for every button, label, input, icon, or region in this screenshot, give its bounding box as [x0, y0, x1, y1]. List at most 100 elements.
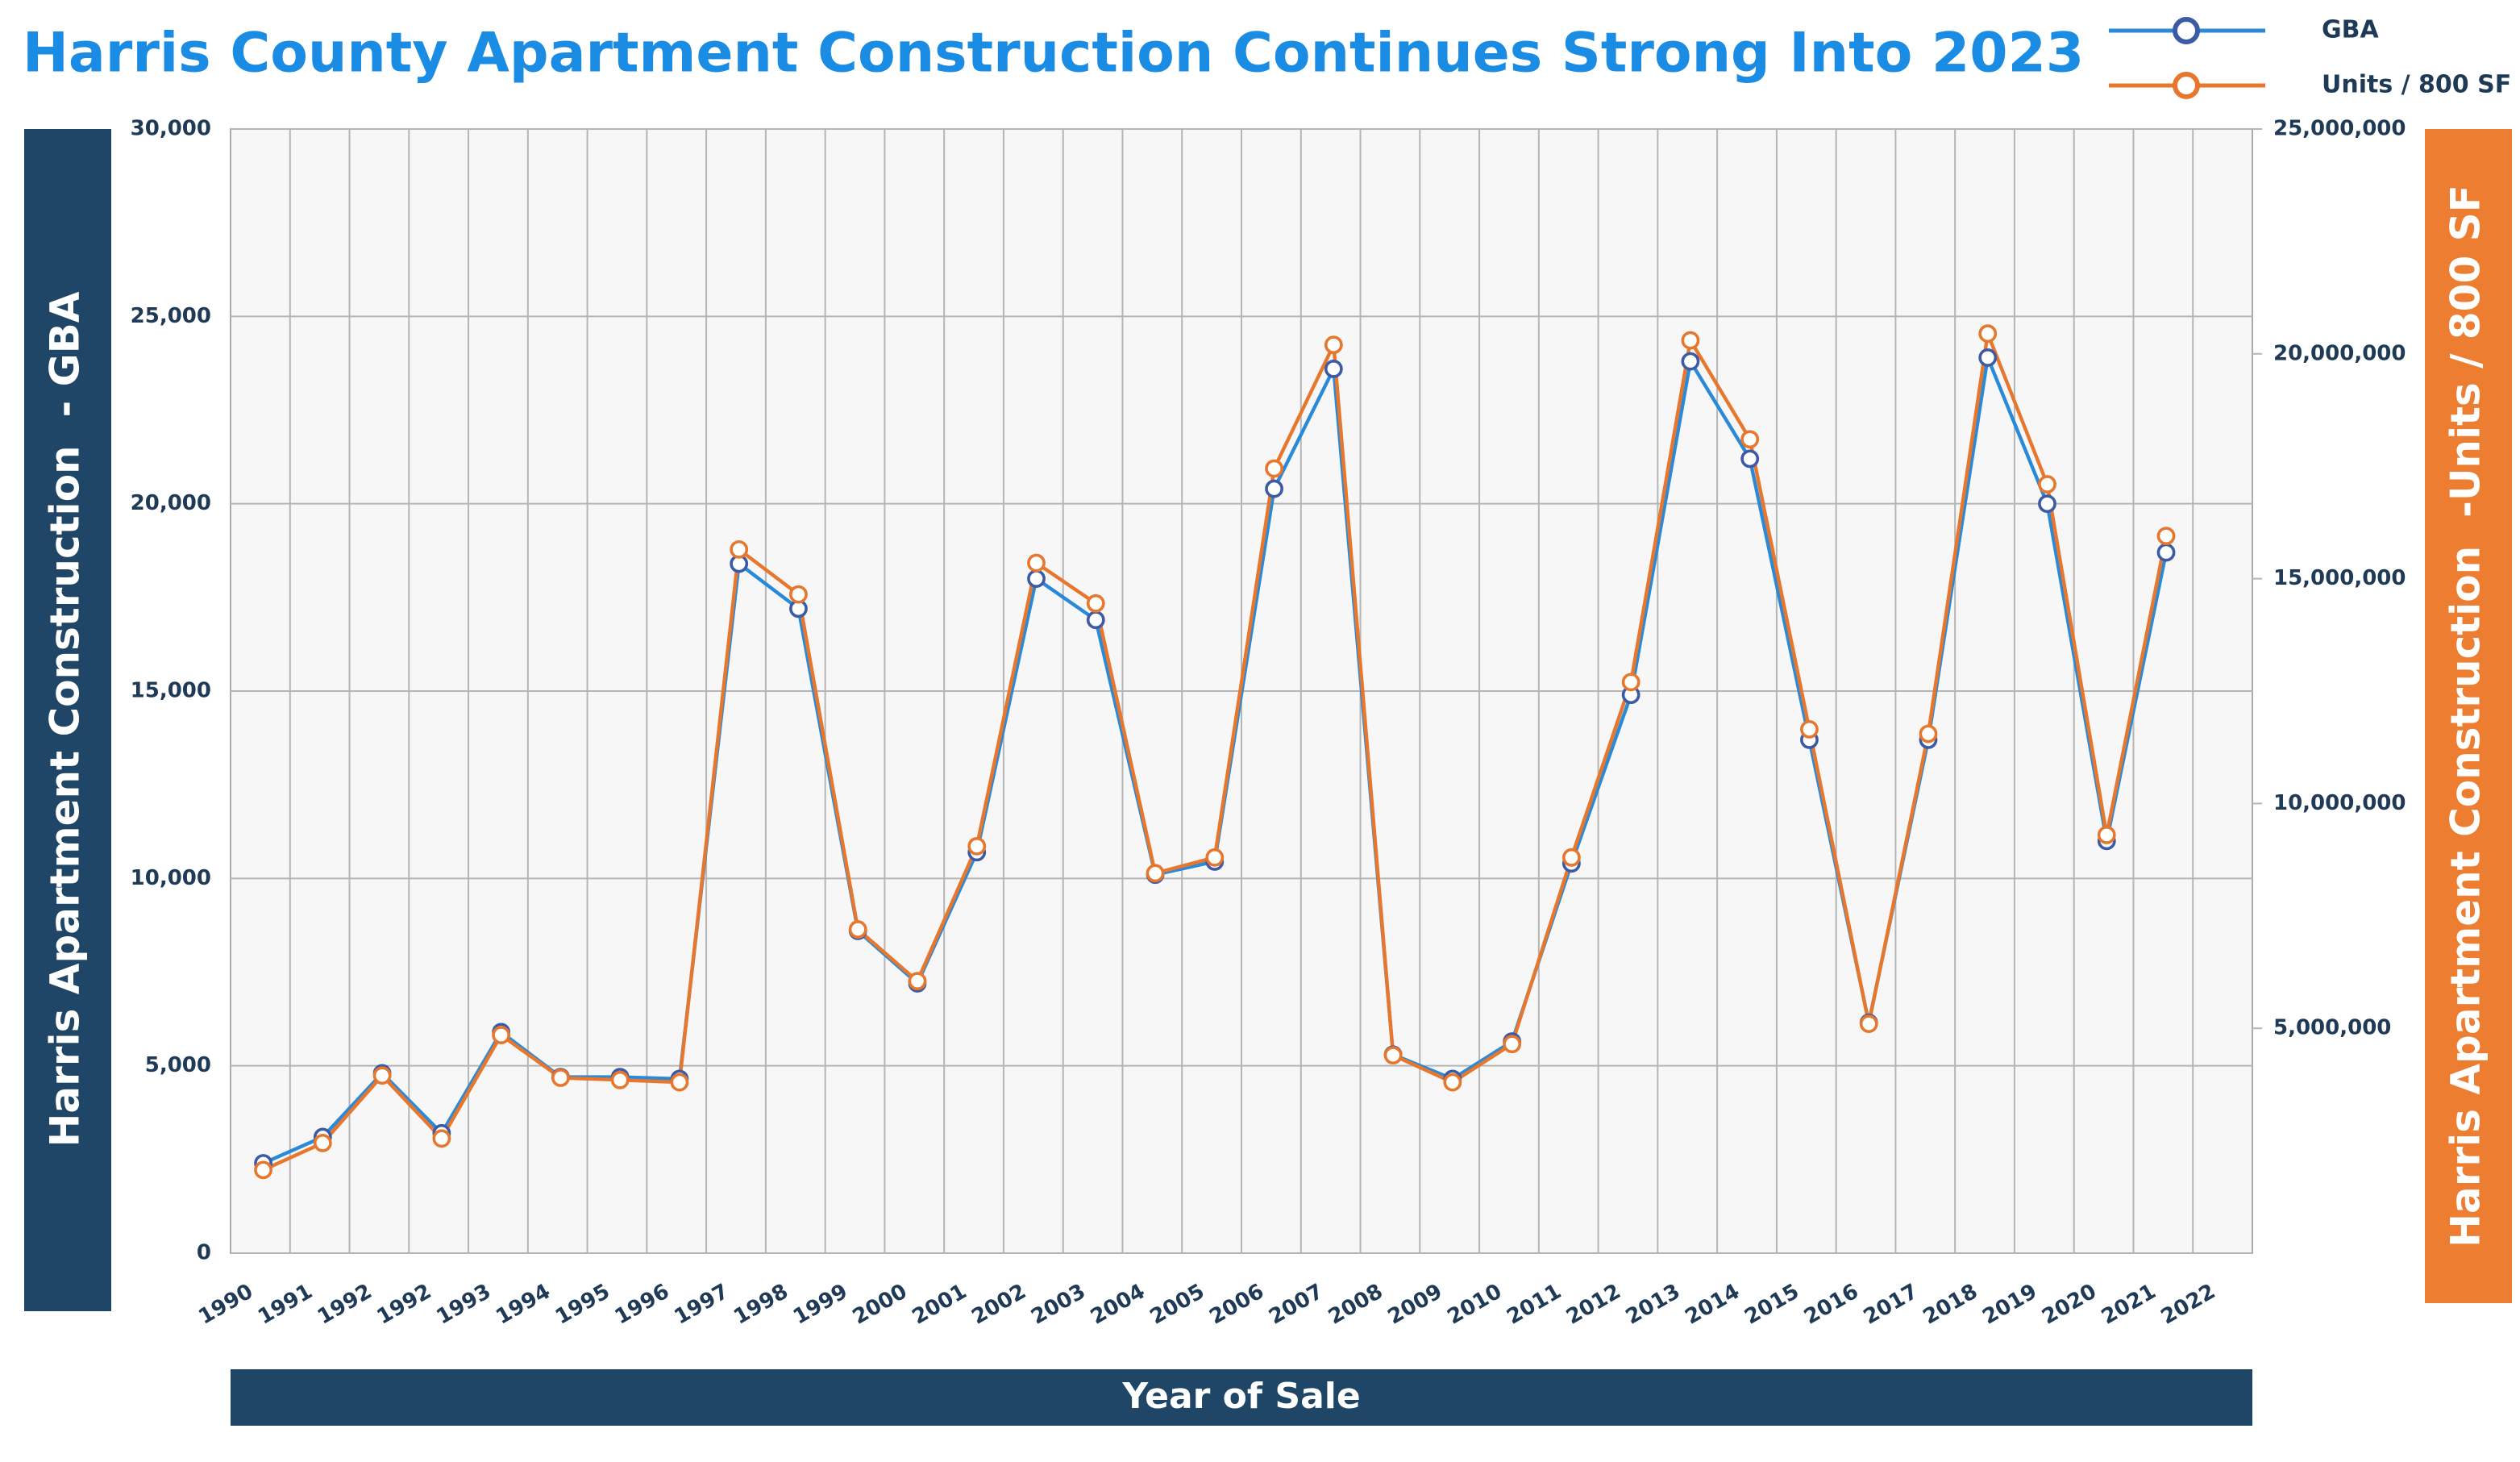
data-point: [1383, 1046, 1403, 1065]
y-tick-label: 0: [197, 1241, 211, 1265]
x-tick-label: 1992: [314, 1280, 376, 1330]
data-point: [1265, 459, 1283, 478]
data-point: [1978, 348, 1998, 367]
y-tick-label: 10,000: [131, 866, 211, 890]
x-tick-label: 2000: [849, 1280, 912, 1330]
x-tick-label: 1994: [492, 1280, 555, 1330]
data-point: [908, 972, 927, 991]
y-tick-label: 15,000: [131, 679, 211, 703]
data-point: [432, 1129, 451, 1148]
data-point: [1205, 848, 1225, 867]
x-tick-label: 2022: [2157, 1280, 2220, 1330]
data-point: [1561, 848, 1581, 867]
x-tick-label: 2020: [2038, 1280, 2101, 1330]
y2-axis-label: Harris Apartment Construction -Units / 8…: [2443, 185, 2489, 1247]
data-point: [1324, 359, 1343, 378]
legend-marker: [2173, 72, 2200, 99]
data-point: [2156, 543, 2176, 562]
data-point: [1146, 864, 1165, 883]
data-point: [789, 585, 808, 604]
x-tick-label: 1992: [373, 1280, 436, 1330]
data-point: [967, 836, 987, 856]
x-tick-label: 2009: [1384, 1280, 1447, 1330]
marks: [254, 324, 2176, 1180]
x-tick-label: 2021: [2098, 1280, 2160, 1330]
y2-tick-label: 5,000,000: [2273, 1016, 2391, 1040]
x-tick-label: 1993: [432, 1280, 495, 1330]
x-tick-label: 1996: [611, 1280, 674, 1330]
data-point: [670, 1073, 689, 1092]
data-point: [492, 1026, 511, 1044]
x-tick-label: 2003: [1027, 1280, 1090, 1330]
x-tick-label: 2007: [1265, 1280, 1328, 1330]
x-axis-label: Year of Sale: [1121, 1376, 1360, 1417]
data-point: [1443, 1073, 1462, 1092]
data-point: [254, 1160, 272, 1180]
data-point: [2038, 494, 2056, 514]
data-point: [2097, 826, 2116, 844]
x-tick-label: 1997: [671, 1280, 734, 1330]
y-axis-label-bar: [24, 129, 111, 1311]
legend-label: Units / 800 SF: [2322, 71, 2511, 99]
legend-label: GBA: [2322, 16, 2379, 44]
x-tick-label: 2002: [967, 1280, 1030, 1330]
data-point: [1324, 335, 1343, 355]
x-axis-label-bar: [231, 1369, 2252, 1426]
data-point: [1086, 610, 1105, 630]
y2-tick-label: 25,000,000: [2273, 117, 2406, 141]
x-tick-label: 2017: [1860, 1280, 1923, 1330]
data-point: [313, 1133, 332, 1152]
data-point: [730, 539, 749, 559]
data-point: [1800, 719, 1819, 739]
data-point: [1681, 331, 1700, 350]
y2-tick-label: 20,000,000: [2273, 341, 2406, 365]
data-point: [1265, 479, 1283, 498]
x-tick-label: 2008: [1324, 1280, 1387, 1330]
x-tick-label: 2019: [1978, 1280, 2041, 1330]
data-point: [1740, 449, 1760, 469]
data-point: [610, 1070, 630, 1089]
y-tick-label: 20,000: [131, 491, 211, 515]
x-tick-label: 2011: [1503, 1280, 1566, 1330]
x-tick-label: 2006: [1205, 1280, 1268, 1330]
y-tick-label: 5,000: [145, 1053, 211, 1077]
y-axis-label: Harris Apartment Construction - GBA: [42, 291, 89, 1147]
x-tick-label: 1999: [789, 1280, 852, 1330]
data-point: [1978, 324, 1998, 344]
x-tick-label: 2018: [1919, 1280, 1982, 1330]
data-point: [2038, 475, 2056, 494]
data-point: [1027, 553, 1046, 573]
data-point: [372, 1066, 392, 1085]
data-point: [1919, 724, 1938, 743]
data-point: [848, 920, 867, 939]
x-tick-label: 2004: [1087, 1280, 1150, 1330]
data-point: [2156, 527, 2176, 546]
data-point: [1740, 430, 1760, 449]
y-tick-label: 30,000: [131, 117, 211, 141]
x-tick-label: 1998: [730, 1280, 792, 1330]
legend-marker: [2173, 17, 2200, 44]
y2-tick-label: 15,000,000: [2273, 566, 2406, 590]
x-tick-label: 2010: [1443, 1280, 1506, 1330]
x-tick-label: 2005: [1146, 1280, 1209, 1330]
data-point: [1027, 569, 1046, 589]
grid: [231, 128, 2262, 1254]
data-point: [1859, 1014, 1878, 1034]
x-tick-label: 2013: [1622, 1280, 1685, 1330]
x-tick-label: 2012: [1562, 1280, 1625, 1330]
data-point: [1503, 1035, 1522, 1054]
x-tick-label: 2015: [1740, 1280, 1803, 1330]
chart-title: Harris County Apartment Construction Con…: [23, 22, 2084, 85]
y2-tick-label: 10,000,000: [2273, 791, 2406, 815]
x-tick-label: 2016: [1800, 1280, 1863, 1330]
data-point: [551, 1068, 570, 1087]
x-tick-label: 1990: [194, 1280, 257, 1330]
y2-axis-label-bar: [2425, 129, 2512, 1303]
data-point: [1086, 594, 1105, 613]
y-tick-label: 25,000: [131, 304, 211, 328]
x-tick-label: 1991: [254, 1280, 317, 1330]
data-point: [1681, 352, 1700, 371]
data-point: [1621, 673, 1640, 692]
x-tick-label: 1995: [551, 1280, 614, 1330]
